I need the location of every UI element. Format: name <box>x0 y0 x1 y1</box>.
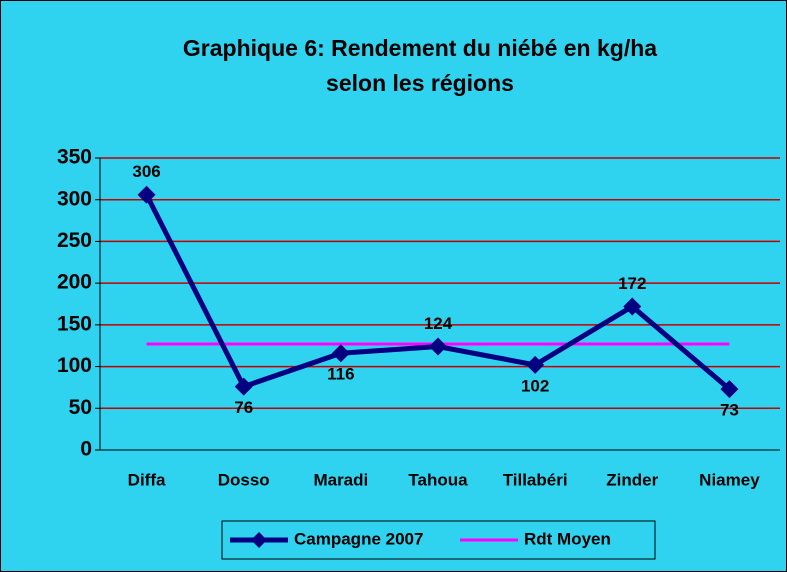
data-label: 76 <box>234 398 253 417</box>
x-tick-label: Tahoua <box>408 470 468 489</box>
legend-label: Campagne 2007 <box>294 529 423 548</box>
data-label: 102 <box>521 376 549 395</box>
marker <box>137 185 156 204</box>
x-tick-label: Niamey <box>699 470 760 489</box>
y-tick-label: 350 <box>57 146 92 169</box>
y-tick-label: 300 <box>57 187 92 210</box>
marker <box>234 377 253 396</box>
marker <box>526 355 545 374</box>
y-tick-label: 0 <box>80 438 92 461</box>
data-label: 306 <box>132 162 160 181</box>
x-tick-label: Diffa <box>128 470 166 489</box>
y-tick-label: 250 <box>57 229 92 252</box>
marker <box>623 297 642 316</box>
legend-label: Rdt Moyen <box>524 529 611 548</box>
legend-box <box>221 520 656 560</box>
data-label: 124 <box>424 314 453 333</box>
y-tick-label: 150 <box>57 312 92 335</box>
x-tick-label: Zinder <box>606 470 658 489</box>
legend-marker <box>251 532 267 548</box>
x-tick-label: Dosso <box>218 470 270 489</box>
y-tick-label: 50 <box>69 396 92 419</box>
x-tick-label: Maradi <box>313 470 368 489</box>
marker <box>331 344 350 363</box>
marker <box>720 380 739 399</box>
marker <box>429 337 447 356</box>
y-tick-label: 100 <box>57 354 92 377</box>
chart-subtitle: selon les régions <box>326 70 514 96</box>
x-tick-label: Tillabéri <box>503 470 568 489</box>
data-label: 172 <box>618 274 646 293</box>
chart-title: Graphique 6: Rendement du niébé en kg/ha <box>183 35 657 61</box>
data-label: 73 <box>720 401 739 420</box>
data-label: 116 <box>327 365 354 384</box>
y-tick-label: 200 <box>57 271 92 294</box>
